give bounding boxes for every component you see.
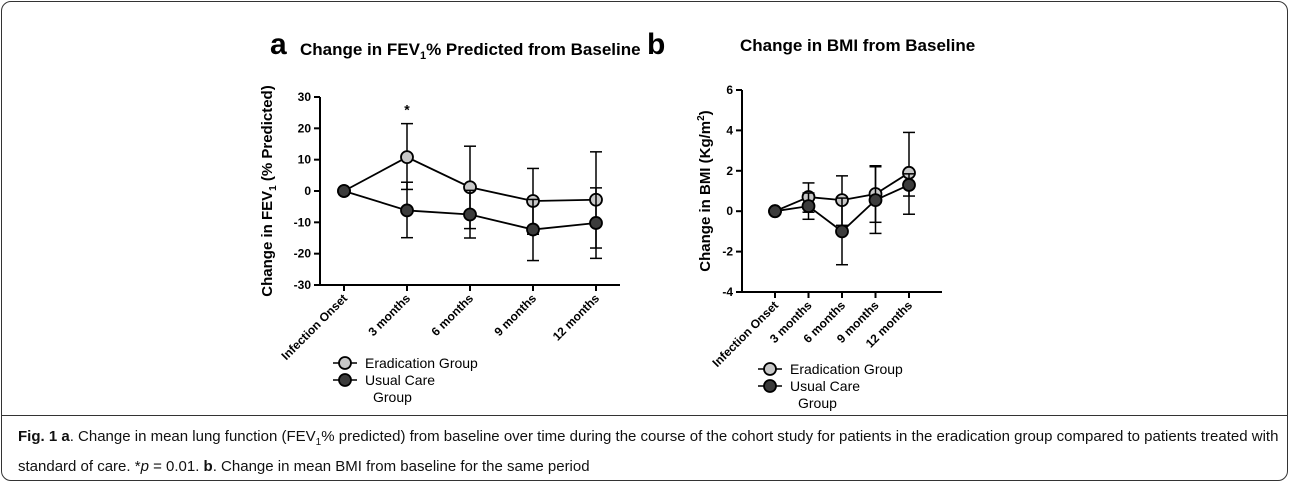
chart-a-fev1: a Change in FEV1% Predicted from Baseline… <box>259 28 641 405</box>
panel-letter: b <box>647 28 665 61</box>
legend-label-usual-care-cont: Group <box>798 395 837 411</box>
caption-b-text: . Change in mean BMI from baseline for t… <box>212 458 590 475</box>
legend-label-usual-care: Usual Care <box>790 378 860 394</box>
legend-marker-usual-care <box>763 379 777 393</box>
y-tick-label: -2 <box>722 245 733 259</box>
x-tick-label: Infection Onset <box>278 291 350 363</box>
caption-b-letter: b <box>203 458 213 475</box>
data-point-usual-care <box>400 203 414 218</box>
legend-label-eradication: Eradication Group <box>790 361 903 377</box>
data-point-usual-care <box>337 184 351 198</box>
x-tick-label: 6 months <box>429 291 477 339</box>
y-tick-label: 6 <box>726 83 733 97</box>
data-point-usual-care <box>835 224 849 239</box>
chart-title-main: Change in FEV <box>300 40 421 59</box>
legend-label-usual-care-cont: Group <box>373 389 412 405</box>
caption-divider <box>2 415 1287 416</box>
chart-title-rest: % Predicted from Baseline <box>426 40 640 59</box>
data-point-usual-care <box>463 207 477 222</box>
data-point-usual-care <box>589 216 603 230</box>
y-tick-label: 4 <box>726 123 733 137</box>
data-point-usual-care <box>526 222 540 237</box>
y-tick-label: 2 <box>726 164 733 178</box>
chart-title: Change in BMI from Baseline <box>740 36 975 55</box>
panel-letter: a <box>270 28 287 61</box>
caption-a-sub: 1 <box>315 437 322 448</box>
y-axis-label: Change in FEV1 (% Predicted) <box>259 85 279 296</box>
x-tick-label: 3 months <box>366 291 414 339</box>
y-axis-label-rest: (% Predicted) <box>259 85 276 185</box>
y-tick-label: -30 <box>294 278 312 292</box>
caption-p-value: = 0.01. <box>148 458 204 475</box>
y-tick-label: 30 <box>298 90 312 104</box>
figure-caption: Fig. 1 a. Change in mean lung function (… <box>18 425 1280 479</box>
data-point-eradication <box>400 150 414 165</box>
data-point-usual-care <box>868 193 883 207</box>
data-point-usual-care <box>902 178 916 192</box>
chart-title: Change in FEV1% Predicted from Baseline <box>300 40 641 62</box>
y-tick-label: 20 <box>298 121 312 135</box>
chart-title-subscript: 1 <box>420 50 426 62</box>
caption-a-text2: % predicted) from baseline over time dur… <box>18 428 1279 475</box>
chart-b-bmi: b Change in BMI from Baseline Change in BM… <box>647 28 975 411</box>
significance-annotation: * <box>404 102 410 118</box>
y-axis-label-main: Change in FEV <box>259 191 276 297</box>
legend-label-eradication: Eradication Group <box>365 355 478 371</box>
y-axis-label-superscript: 2 <box>696 115 707 121</box>
legend-marker-eradication <box>338 356 352 370</box>
y-tick-label: -10 <box>294 215 312 229</box>
y-axis-label-main: Change in BMI (Kg/m <box>697 121 714 272</box>
x-tick-label: 12 months <box>550 291 603 344</box>
data-point-usual-care <box>801 199 816 214</box>
y-axis-label-rest: ) <box>697 110 714 115</box>
legend-marker-eradication <box>763 362 777 376</box>
y-tick-label: 0 <box>304 184 311 198</box>
caption-a-letter: a <box>61 428 70 445</box>
legend-marker-usual-care <box>338 373 352 387</box>
y-axis-label: Change in BMI (Kg/m2) <box>696 110 714 271</box>
y-tick-label: 10 <box>298 153 312 167</box>
x-tick-label: 9 months <box>492 291 540 339</box>
chart-title-text: Change in BMI from Baseline <box>740 36 975 55</box>
y-tick-label: -4 <box>722 285 733 299</box>
data-point-usual-care <box>768 204 782 219</box>
caption-a-text: . Change in mean lung function (FEV <box>69 428 316 445</box>
caption-p-symbol: p <box>140 458 149 475</box>
y-tick-label: 0 <box>726 204 733 218</box>
legend-label-usual-care: Usual Care <box>365 372 435 388</box>
caption-fig-label: Fig. 1 <box>18 428 58 445</box>
y-axis-label-subscript: 1 <box>268 185 279 191</box>
y-tick-label: -20 <box>294 247 312 261</box>
